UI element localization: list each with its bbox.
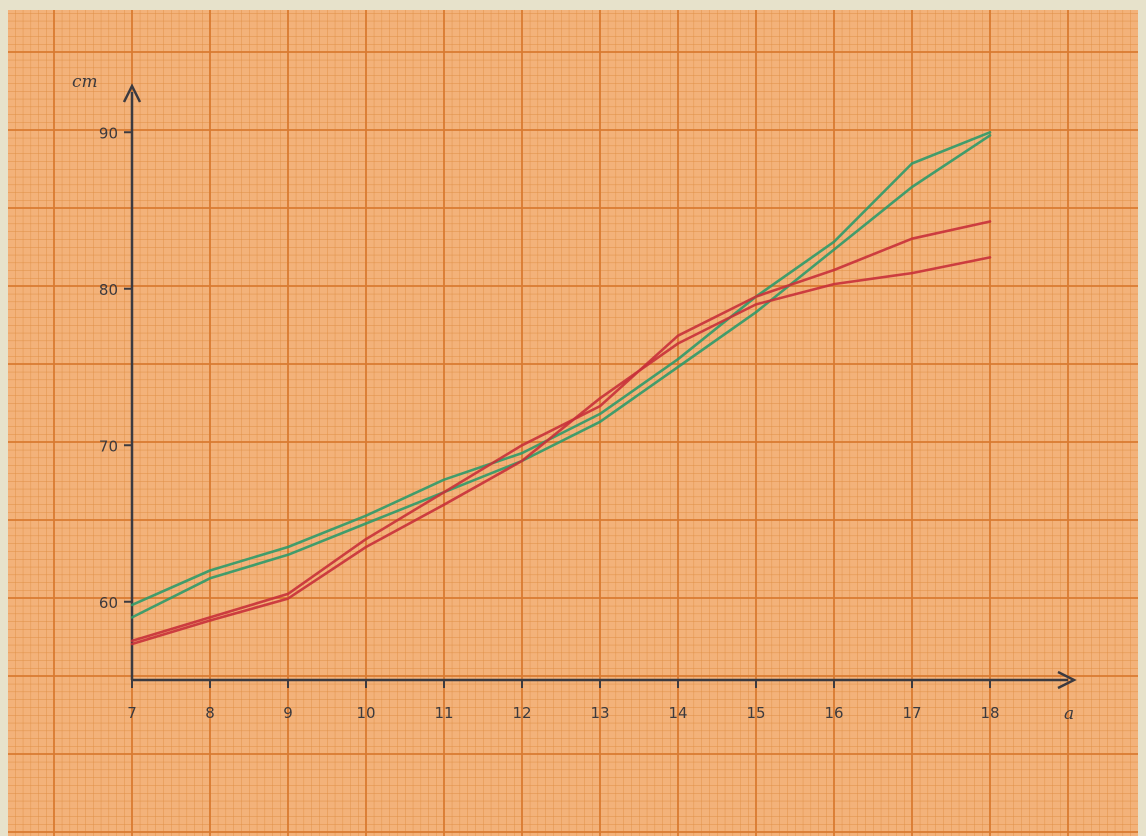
y-tick-label: 60: [99, 594, 118, 612]
y-tick-label: 80: [99, 281, 118, 299]
x-tick-label: 17: [902, 704, 921, 722]
x-tick-label: 15: [746, 704, 765, 722]
x-axis-label: a: [1064, 704, 1074, 724]
x-tick-label: 16: [824, 704, 843, 722]
x-tick-label: 12: [512, 704, 531, 722]
y-tick-label: 90: [99, 124, 118, 142]
x-tick-label: 11: [434, 704, 453, 722]
y-axis-label: cm: [72, 72, 98, 92]
x-tick-label: 14: [668, 704, 687, 722]
x-tick-label: 18: [980, 704, 999, 722]
x-tick-label: 7: [127, 704, 137, 722]
x-tick-label: 10: [356, 704, 375, 722]
x-tick-label: 9: [283, 704, 293, 722]
x-tick-label: 8: [205, 704, 215, 722]
y-tick-label: 70: [99, 437, 118, 455]
x-tick-label: 13: [590, 704, 609, 722]
